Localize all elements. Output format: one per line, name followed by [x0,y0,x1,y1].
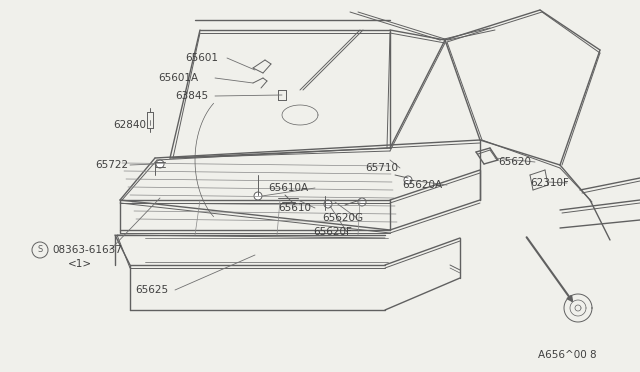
Text: A656^00 8: A656^00 8 [538,350,596,360]
Text: 65620A: 65620A [402,180,442,190]
Text: 65620G: 65620G [322,213,363,223]
Text: 63845: 63845 [175,91,208,101]
Circle shape [358,198,366,206]
Circle shape [324,200,332,208]
Text: <1>: <1> [68,259,92,269]
Text: 65601A: 65601A [158,73,198,83]
Circle shape [404,176,412,184]
Text: 65710: 65710 [365,163,398,173]
Text: 65601: 65601 [185,53,218,63]
Text: S: S [37,246,43,254]
Text: 65610A: 65610A [268,183,308,193]
Text: 65625: 65625 [135,285,168,295]
Text: 62840: 62840 [113,120,146,130]
Circle shape [254,192,262,200]
Text: 65620: 65620 [498,157,531,167]
Text: 65610: 65610 [278,203,311,213]
Text: 08363-61637: 08363-61637 [52,245,122,255]
Text: 65620F: 65620F [313,227,352,237]
Text: 62310F: 62310F [530,178,569,188]
Circle shape [156,160,164,168]
Text: 65722: 65722 [95,160,128,170]
